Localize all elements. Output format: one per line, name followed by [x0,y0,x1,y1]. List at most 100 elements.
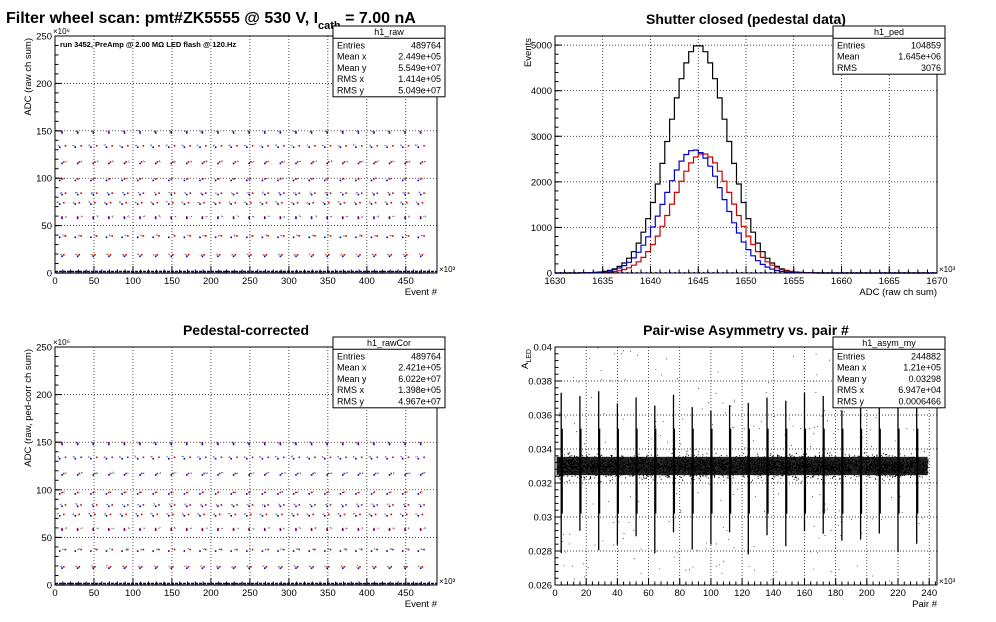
stats-row-label: RMS [837,63,857,73]
y-tick-label: 100 [36,485,52,496]
asymmetry-band [556,456,928,476]
x-tick-label: 140 [765,588,781,599]
stats-row-label: RMS y [837,397,865,407]
stats-row-value: 5.549e+07 [398,63,441,73]
x-tick-label: 150 [164,276,180,287]
x-tick-label: 1660 [831,276,852,287]
stats-row-value: 2.449e+05 [398,52,441,62]
x-tick-label: 20 [581,588,592,599]
stats-row-value: 4.967e+07 [398,397,441,407]
stats-box: h1_raw Entries 489764 Mean x 2.449e+05 Mean y… [332,25,446,98]
x-tick-label: 400 [359,588,375,599]
stats-box-name: h1_ped [874,27,904,37]
y-tick-label: 0.028 [528,547,552,558]
stats-row-label: Entries [837,351,866,361]
scatter-points-black [55,441,430,586]
stats-row-value: 1.645e+06 [898,52,941,62]
y-tick-label: 100 [36,174,52,185]
x-tick-label: 300 [281,588,297,599]
panel-title: Pair-wise Asymmetry vs. pair # [643,322,849,338]
asymmetry-spikes [560,391,919,555]
stats-row-label: RMS y [337,397,365,407]
stats-row-value: 1.398e+05 [398,385,441,395]
y-tick-label: 50 [41,221,52,232]
y-tick-label: 0.03 [534,513,553,524]
stats-row-label: RMS y [337,86,365,96]
panel-pedestal-histogram: 1630 1635 1640 1645 1650 1655 1660 1665 1670 0 100… [523,11,956,298]
x-tick-label: 60 [643,588,654,599]
stats-box: h1_asym_my Entries 244882 Mean x 1.21e+05 Mea… [832,336,946,409]
axis-ticks: 1630 1635 1640 1645 1650 1655 1660 1665 1670 0 100… [531,35,948,287]
stats-box-name: h1_rawCor [367,338,411,348]
stats-row-label: Entries [837,40,866,50]
y-tick-label: 0 [47,269,52,280]
stats-row-value: 489764 [411,40,441,50]
x-tick-label: 120 [734,588,750,599]
x-tick-label: 400 [359,276,375,287]
y-tick-label: 250 [36,343,52,354]
x-tick-label: 160 [797,588,813,599]
x-tick-label: 0 [52,276,57,287]
x-tick-label: 40 [612,588,623,599]
y-tick-label: 200 [36,79,52,90]
stats-row-value: 6.022e+07 [398,374,441,384]
x-tick-label: 1635 [592,276,613,287]
x-tick-label: 1630 [544,276,565,287]
data-layer [55,441,437,586]
x-tick-label: 100 [703,588,719,599]
y-tick-label: 0.036 [528,411,552,422]
y-axis-label: ALED [520,349,533,369]
stats-row-value: 2.421e+05 [398,363,441,373]
y-tick-label: 0.038 [528,377,552,388]
x-tick-label: 350 [320,588,336,599]
y-tick-label: 200 [36,390,52,401]
svg-text:Filter wheel scan: pmt#ZK5555: Filter wheel scan: pmt#ZK5555 @ 530 V, I… [6,10,416,32]
stats-row-value: 0.03298 [908,374,941,384]
stats-box-frame [832,25,946,75]
panel-title: Shutter closed (pedestal data) [646,11,846,27]
y-tick-label: 0 [47,581,52,592]
y-tick-label: 0.032 [528,479,552,490]
x-axis-label: Event # [405,599,438,610]
stats-row-label: RMS x [837,385,865,395]
y-tick-label: 5000 [531,41,552,52]
x-multiplier: ×10³ [939,577,956,586]
data-layer [556,347,929,586]
x-tick-label: 100 [125,588,141,599]
stats-row-value: 1.21e+05 [903,363,941,373]
stats-row-label: Mean x [337,52,367,62]
plot-frame [54,346,438,586]
y-multiplier: ×10⁶ [53,338,70,347]
x-tick-label: 180 [828,588,844,599]
x-multiplier: ×10³ [939,265,956,274]
x-axis-label: Event # [405,287,438,298]
stats-row-value: 5.049e+07 [398,86,441,96]
x-tick-label: 450 [398,588,414,599]
x-tick-label: 1640 [640,276,661,287]
run-annotation: run 3452, PreAmp @ 2.00 MΩ LED flash @ 1… [60,40,236,49]
y-axis-label: ADC (raw, ped-corr ch sum) [23,349,34,467]
axis-ticks: 0 20 40 60 80 100 120 140 160 180 200 220 240 0.026 0.… [528,343,937,600]
stats-row-value: 104859 [911,40,941,50]
y-tick-label: 1000 [531,223,552,234]
stats-row-label: Mean x [337,363,367,373]
stats-row-value: 3076 [921,63,941,73]
scatter-points-black [55,129,430,274]
x-tick-label: 300 [281,276,297,287]
stats-row-label: Mean y [337,374,367,384]
scatter-points-red [61,442,425,568]
stats-row-value: 1.414e+05 [398,74,441,84]
y-tick-label: 0 [547,269,552,280]
y-tick-label: 0.026 [528,581,552,592]
y-tick-label: 150 [36,438,52,449]
x-tick-label: 80 [674,588,685,599]
x-tick-label: 1665 [879,276,900,287]
x-tick-label: 150 [164,588,180,599]
plot-frame [54,35,438,274]
axis-ticks: 0 50 100 150 200 250 300 350 400 450 0 50 100 150 200 2… [36,32,438,287]
x-tick-label: 240 [921,588,937,599]
x-tick-label: 200 [203,588,219,599]
x-tick-label: 1655 [783,276,804,287]
y-axis-label: Events [523,38,534,67]
